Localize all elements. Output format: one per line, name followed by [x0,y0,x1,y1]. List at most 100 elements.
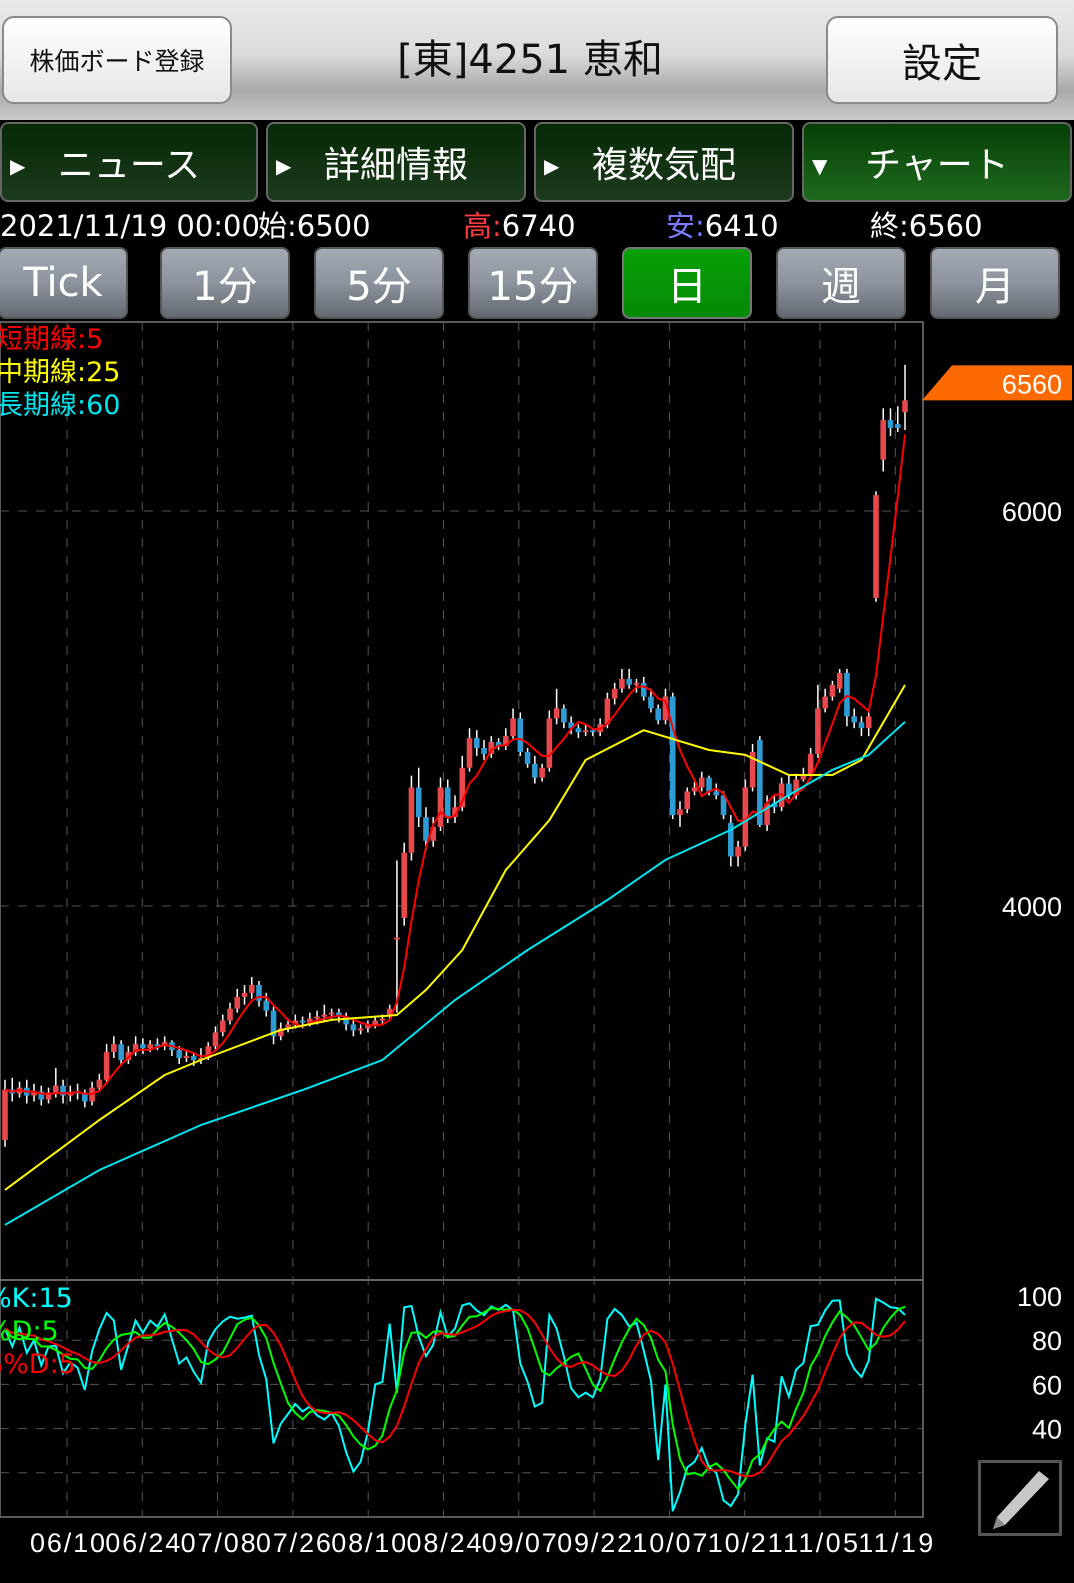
candle-body [415,787,422,818]
candle-body [45,1093,52,1100]
candle-body [365,1024,371,1029]
tab-chart[interactable]: ▼ チャート [802,122,1072,202]
candle-body [190,1056,197,1061]
candle-body [503,736,509,747]
ma-short-line [4,434,906,1096]
period-day-button[interactable]: 日 [622,247,752,319]
tab-label: 複数気配 [591,145,736,186]
candle-body [285,1024,291,1029]
triangle-down-icon: ▼ [812,154,828,178]
ohlc-open: 始:6500 [258,206,371,246]
period-15min-button[interactable]: 15分 [468,247,598,319]
candle-body [713,791,720,796]
x-tick-label: 08/24 [407,1528,482,1558]
candle-body [887,420,894,429]
stoch-sd-line [4,1308,906,1478]
candle-body [263,1000,270,1011]
candle-body [408,787,415,853]
page-title: [東]4251 恵和 [397,37,663,83]
candle-body [350,1024,357,1031]
candle-body [183,1056,190,1059]
x-tick-label: 07/26 [256,1528,331,1558]
stoch-legend-item: %K:15 [0,1283,73,1314]
candle-body [234,996,241,1009]
stoch-legend-item: S%D:5 [0,1349,76,1380]
candle-body [328,1012,335,1015]
ma-legend-item: 短期線:5 [0,324,103,355]
candle-body [633,682,640,685]
candle-body [669,696,676,816]
candle-body [140,1044,146,1049]
triangle-right-icon: ▶ [544,154,560,178]
period-tick-button[interactable]: Tick [0,247,128,319]
stoch-axis-label: 100 [1017,1282,1062,1312]
candle-body [2,1089,8,1140]
x-tick-label: 08/10 [331,1528,406,1558]
candle-body [626,678,632,685]
stock-board-register-button[interactable]: 株価ボード登録 [2,16,232,104]
candle-body [31,1091,37,1096]
ohlc-high: 高:6740 [463,206,576,246]
candle-body [372,1020,378,1025]
candle-body [546,718,553,768]
ma-mid-line [4,684,906,1191]
open-label: 始: [258,209,297,243]
candle-body [89,1087,95,1102]
candle-body [169,1042,175,1051]
candle-body [473,738,480,748]
period-month-button[interactable]: 月 [930,247,1060,319]
candle-body [401,852,407,918]
candle-body [532,763,538,778]
candle-body [82,1093,88,1102]
candle-body [343,1016,349,1025]
period-1min-button[interactable]: 1分 [160,247,290,319]
pencil-icon [993,1471,1049,1529]
candle-body [444,787,451,818]
candle-body [38,1091,45,1100]
candle-body [386,1008,393,1015]
candle-body [684,791,691,810]
ma-long-line [4,721,906,1226]
candle-body [851,716,857,723]
candle-body [590,730,596,733]
tab-news[interactable]: ▶ ニュース [0,122,258,202]
candle-body [336,1012,342,1017]
candle-body [452,807,458,818]
candle-body [517,718,524,752]
candle-body [466,738,473,768]
candle-body [728,823,734,857]
candle-body [865,716,872,729]
candle-body [815,708,821,754]
period-week-button[interactable]: 週 [776,247,906,319]
candle-body [176,1050,182,1059]
candle-body [96,1079,103,1088]
period-5min-button[interactable]: 5分 [314,247,444,319]
candle-body [597,724,603,733]
x-tick-label: 11/05 [783,1528,858,1558]
low-value: 6410 [704,209,779,243]
candle-body [553,708,560,719]
plot-frame [0,321,924,1518]
high-value: 6740 [501,209,576,243]
candle-body [212,1032,219,1047]
candle-body [749,751,756,788]
ohlc-close: 終:6560 [870,206,983,246]
candle-body [807,753,814,776]
last-price-tag [922,365,1072,401]
ohlc-low: 安:6410 [666,206,779,246]
candle-body [829,684,836,697]
settings-button[interactable]: 設定 [826,16,1058,104]
tab-details[interactable]: ▶ 詳細情報 [266,122,526,202]
tab-multi-quotes[interactable]: ▶ 複数気配 [534,122,794,202]
candle-body [205,1046,212,1059]
candle-body [198,1058,204,1061]
x-tick-label: 06/24 [105,1528,180,1558]
x-tick-label: 09/07 [482,1528,557,1558]
x-tick-label: 09/22 [557,1528,632,1558]
tab-label: チャート [865,145,1009,186]
candle-body [118,1044,124,1061]
candle-body [67,1091,74,1096]
draw-tool-button[interactable] [978,1460,1062,1536]
candle-body [510,718,516,737]
candle-body [481,747,487,754]
